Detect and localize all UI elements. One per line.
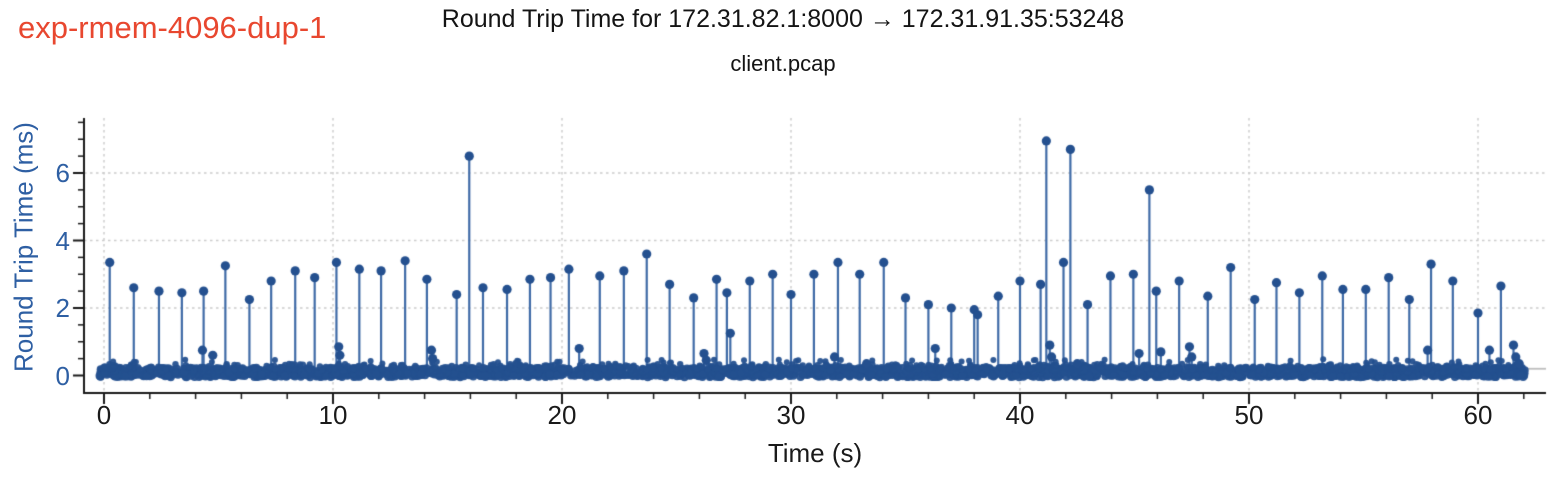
chart-title: Round Trip Time for 172.31.82.1:8000 → 1… bbox=[441, 5, 1125, 33]
x-tick-label: 10 bbox=[318, 400, 348, 430]
x-tick-label: 40 bbox=[1005, 400, 1035, 430]
y-tick-label: 0 bbox=[55, 360, 70, 391]
x-tick-label: 60 bbox=[1463, 400, 1493, 430]
x-tick-label: 20 bbox=[547, 400, 577, 430]
y-tick-label: 6 bbox=[55, 158, 70, 188]
x-tick-label: 0 bbox=[96, 400, 112, 430]
x-tick-label: 50 bbox=[1234, 400, 1264, 430]
chart-subtitle: client.pcap bbox=[730, 51, 836, 76]
x-tick-label: 30 bbox=[776, 400, 806, 430]
x-axis-label: Time (s) bbox=[767, 438, 863, 468]
experiment-label: exp-rmem-4096-dup-1 bbox=[18, 10, 327, 45]
y-tick-label: 2 bbox=[55, 293, 70, 323]
y-tick-label: 4 bbox=[55, 225, 70, 256]
